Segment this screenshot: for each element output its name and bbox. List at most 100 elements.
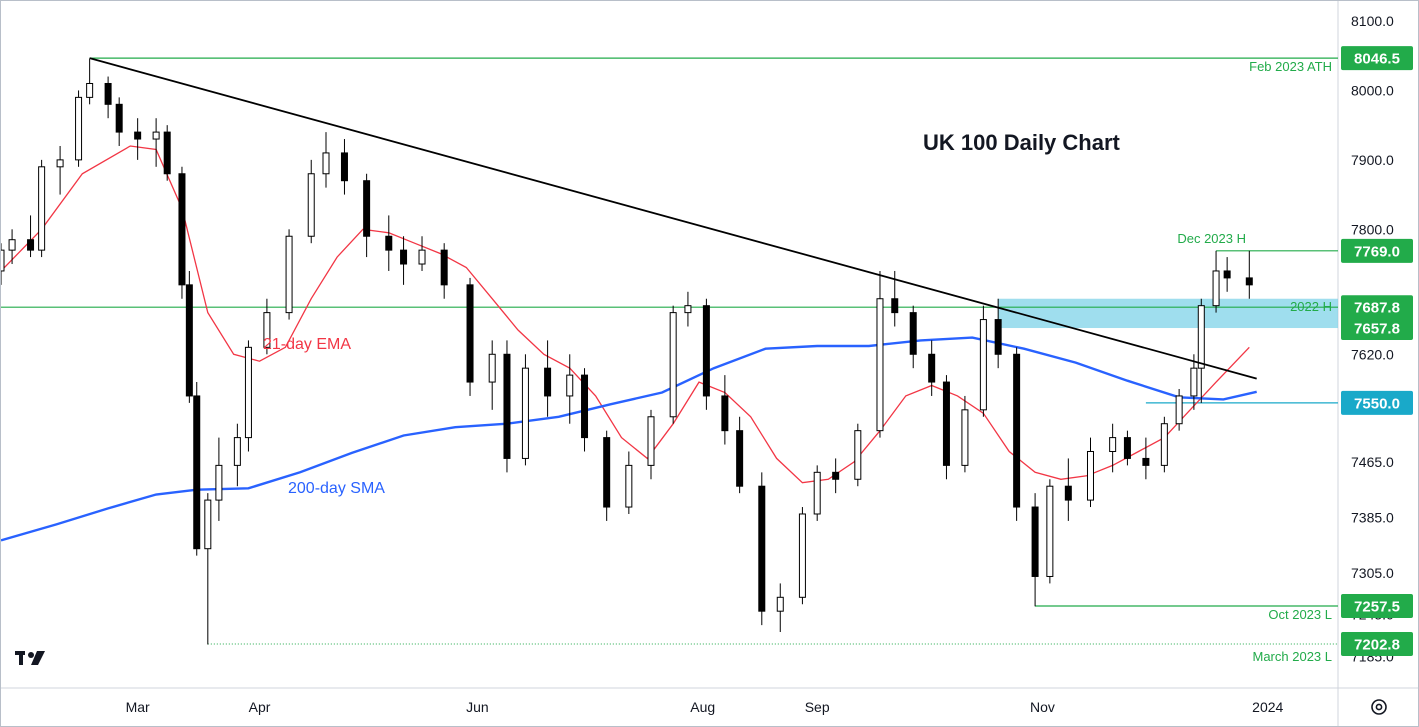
candle-body — [1160, 423, 1168, 466]
time-tick-label: Sep — [805, 699, 830, 715]
candle-body — [244, 346, 252, 439]
candle-body — [994, 319, 1002, 355]
candle-body — [263, 312, 271, 348]
time-tick-label: 2024 — [1252, 699, 1283, 715]
time-tick-label: Apr — [249, 699, 271, 715]
price-tick-label: 7305.0 — [1351, 565, 1394, 581]
price-tick-label: 8100.0 — [1351, 13, 1394, 29]
candle-body — [1046, 485, 1054, 577]
ema-label: 21-day EMA — [263, 336, 351, 353]
candle-body — [466, 284, 474, 383]
sma-label: 200-day SMA — [288, 480, 385, 497]
price-level-value: 7202.8 — [1354, 636, 1400, 653]
time-tick-label: Aug — [690, 699, 715, 715]
candle-body — [163, 131, 171, 175]
candle-body — [581, 374, 589, 439]
candle-body — [363, 180, 371, 237]
candle-body — [152, 131, 160, 140]
candle-body — [1, 249, 5, 272]
time-tick-label: Jun — [466, 699, 489, 715]
gear-hub — [1375, 703, 1383, 711]
candle-body — [961, 409, 969, 466]
price-tick-label: 8000.0 — [1351, 82, 1394, 98]
candle-body — [56, 159, 64, 168]
sma-200-line — [1, 336, 1257, 542]
key-level-annotation: March 2023 L — [1253, 649, 1333, 664]
gear-icon[interactable] — [1371, 699, 1387, 715]
candle-body — [854, 430, 862, 480]
candle-body — [178, 173, 186, 286]
candle-body — [1142, 457, 1150, 466]
candle-body — [400, 249, 408, 265]
candle-body — [233, 437, 241, 466]
candles-layer — [1, 58, 1253, 645]
price-level-value: 7687.8 — [1354, 300, 1400, 317]
candle-body — [8, 239, 16, 251]
candle-body — [702, 305, 710, 397]
key-level-annotation: 2022 H — [1290, 299, 1332, 314]
candle-body — [521, 367, 529, 459]
key-level-annotation: Feb 2023 ATH — [1249, 59, 1332, 74]
candle-body — [736, 430, 744, 487]
candle-body — [104, 82, 112, 105]
candle-body — [832, 471, 840, 480]
candle-body — [813, 471, 821, 515]
candle-body — [385, 235, 393, 251]
candle-body — [1190, 367, 1198, 397]
price-level-value: 7769.0 — [1354, 243, 1400, 260]
candle-body — [1212, 270, 1220, 307]
candle-body — [115, 103, 123, 133]
candle-body — [38, 166, 46, 251]
price-tick-label: 7900.0 — [1351, 152, 1394, 168]
gear-ring — [1371, 699, 1387, 715]
candle-body — [215, 464, 223, 501]
candle-body — [1064, 485, 1072, 501]
candle-body — [488, 353, 496, 383]
candle-body — [340, 152, 348, 182]
candle-body — [979, 319, 987, 411]
price-level-labels[interactable]: 8046.5 7769.0 7687.8 7657.8 7550.0 7257.5 7202… — [1341, 46, 1413, 656]
price-level-value: 8046.5 — [1354, 51, 1400, 68]
candle-body — [1197, 305, 1205, 369]
candle-body — [1086, 450, 1094, 501]
candle-body — [1123, 437, 1131, 459]
candle-body — [1109, 437, 1117, 452]
candle-body — [544, 367, 552, 397]
candle-body — [75, 96, 83, 161]
candle-body — [418, 249, 426, 265]
candle-body — [942, 381, 950, 466]
time-axis[interactable]: Mar Apr Jun Aug Sep Nov 2024 — [126, 699, 1284, 715]
candle-body — [27, 239, 35, 251]
logo-stem — [19, 651, 23, 665]
candle-body — [721, 395, 729, 432]
candle-body — [1223, 270, 1231, 279]
candle-body — [758, 485, 766, 612]
candle-body — [134, 131, 142, 140]
price-level-badge — [1341, 390, 1413, 415]
price-level-badge — [1341, 316, 1413, 341]
price-level-badge — [1341, 238, 1413, 263]
candle-body — [603, 437, 611, 508]
candle-body — [285, 235, 293, 314]
price-tick-label: 7620.0 — [1351, 346, 1394, 362]
candle-body — [566, 374, 574, 397]
candle-body — [928, 353, 936, 383]
candle-body — [669, 312, 677, 418]
price-tick-label: 7465.0 — [1351, 454, 1394, 470]
key-level-annotation: Dec 2023 H — [1177, 231, 1246, 246]
candle-body — [503, 353, 511, 459]
candle-body — [891, 298, 899, 314]
trendline — [89, 57, 1257, 380]
candle-body — [440, 249, 448, 286]
candle-body — [625, 464, 633, 508]
key-level-annotation: Oct 2023 L — [1268, 607, 1332, 622]
price-level-value: 7657.8 — [1354, 321, 1400, 338]
candle-body — [684, 305, 692, 314]
tradingview-logo[interactable] — [15, 651, 45, 665]
candle-body — [1245, 277, 1253, 286]
annotations-layer: UK 100 Daily Chart 21-day EMA 200-day SM… — [263, 130, 1121, 497]
price-level-badge — [1341, 593, 1413, 618]
candle-body — [86, 82, 94, 98]
